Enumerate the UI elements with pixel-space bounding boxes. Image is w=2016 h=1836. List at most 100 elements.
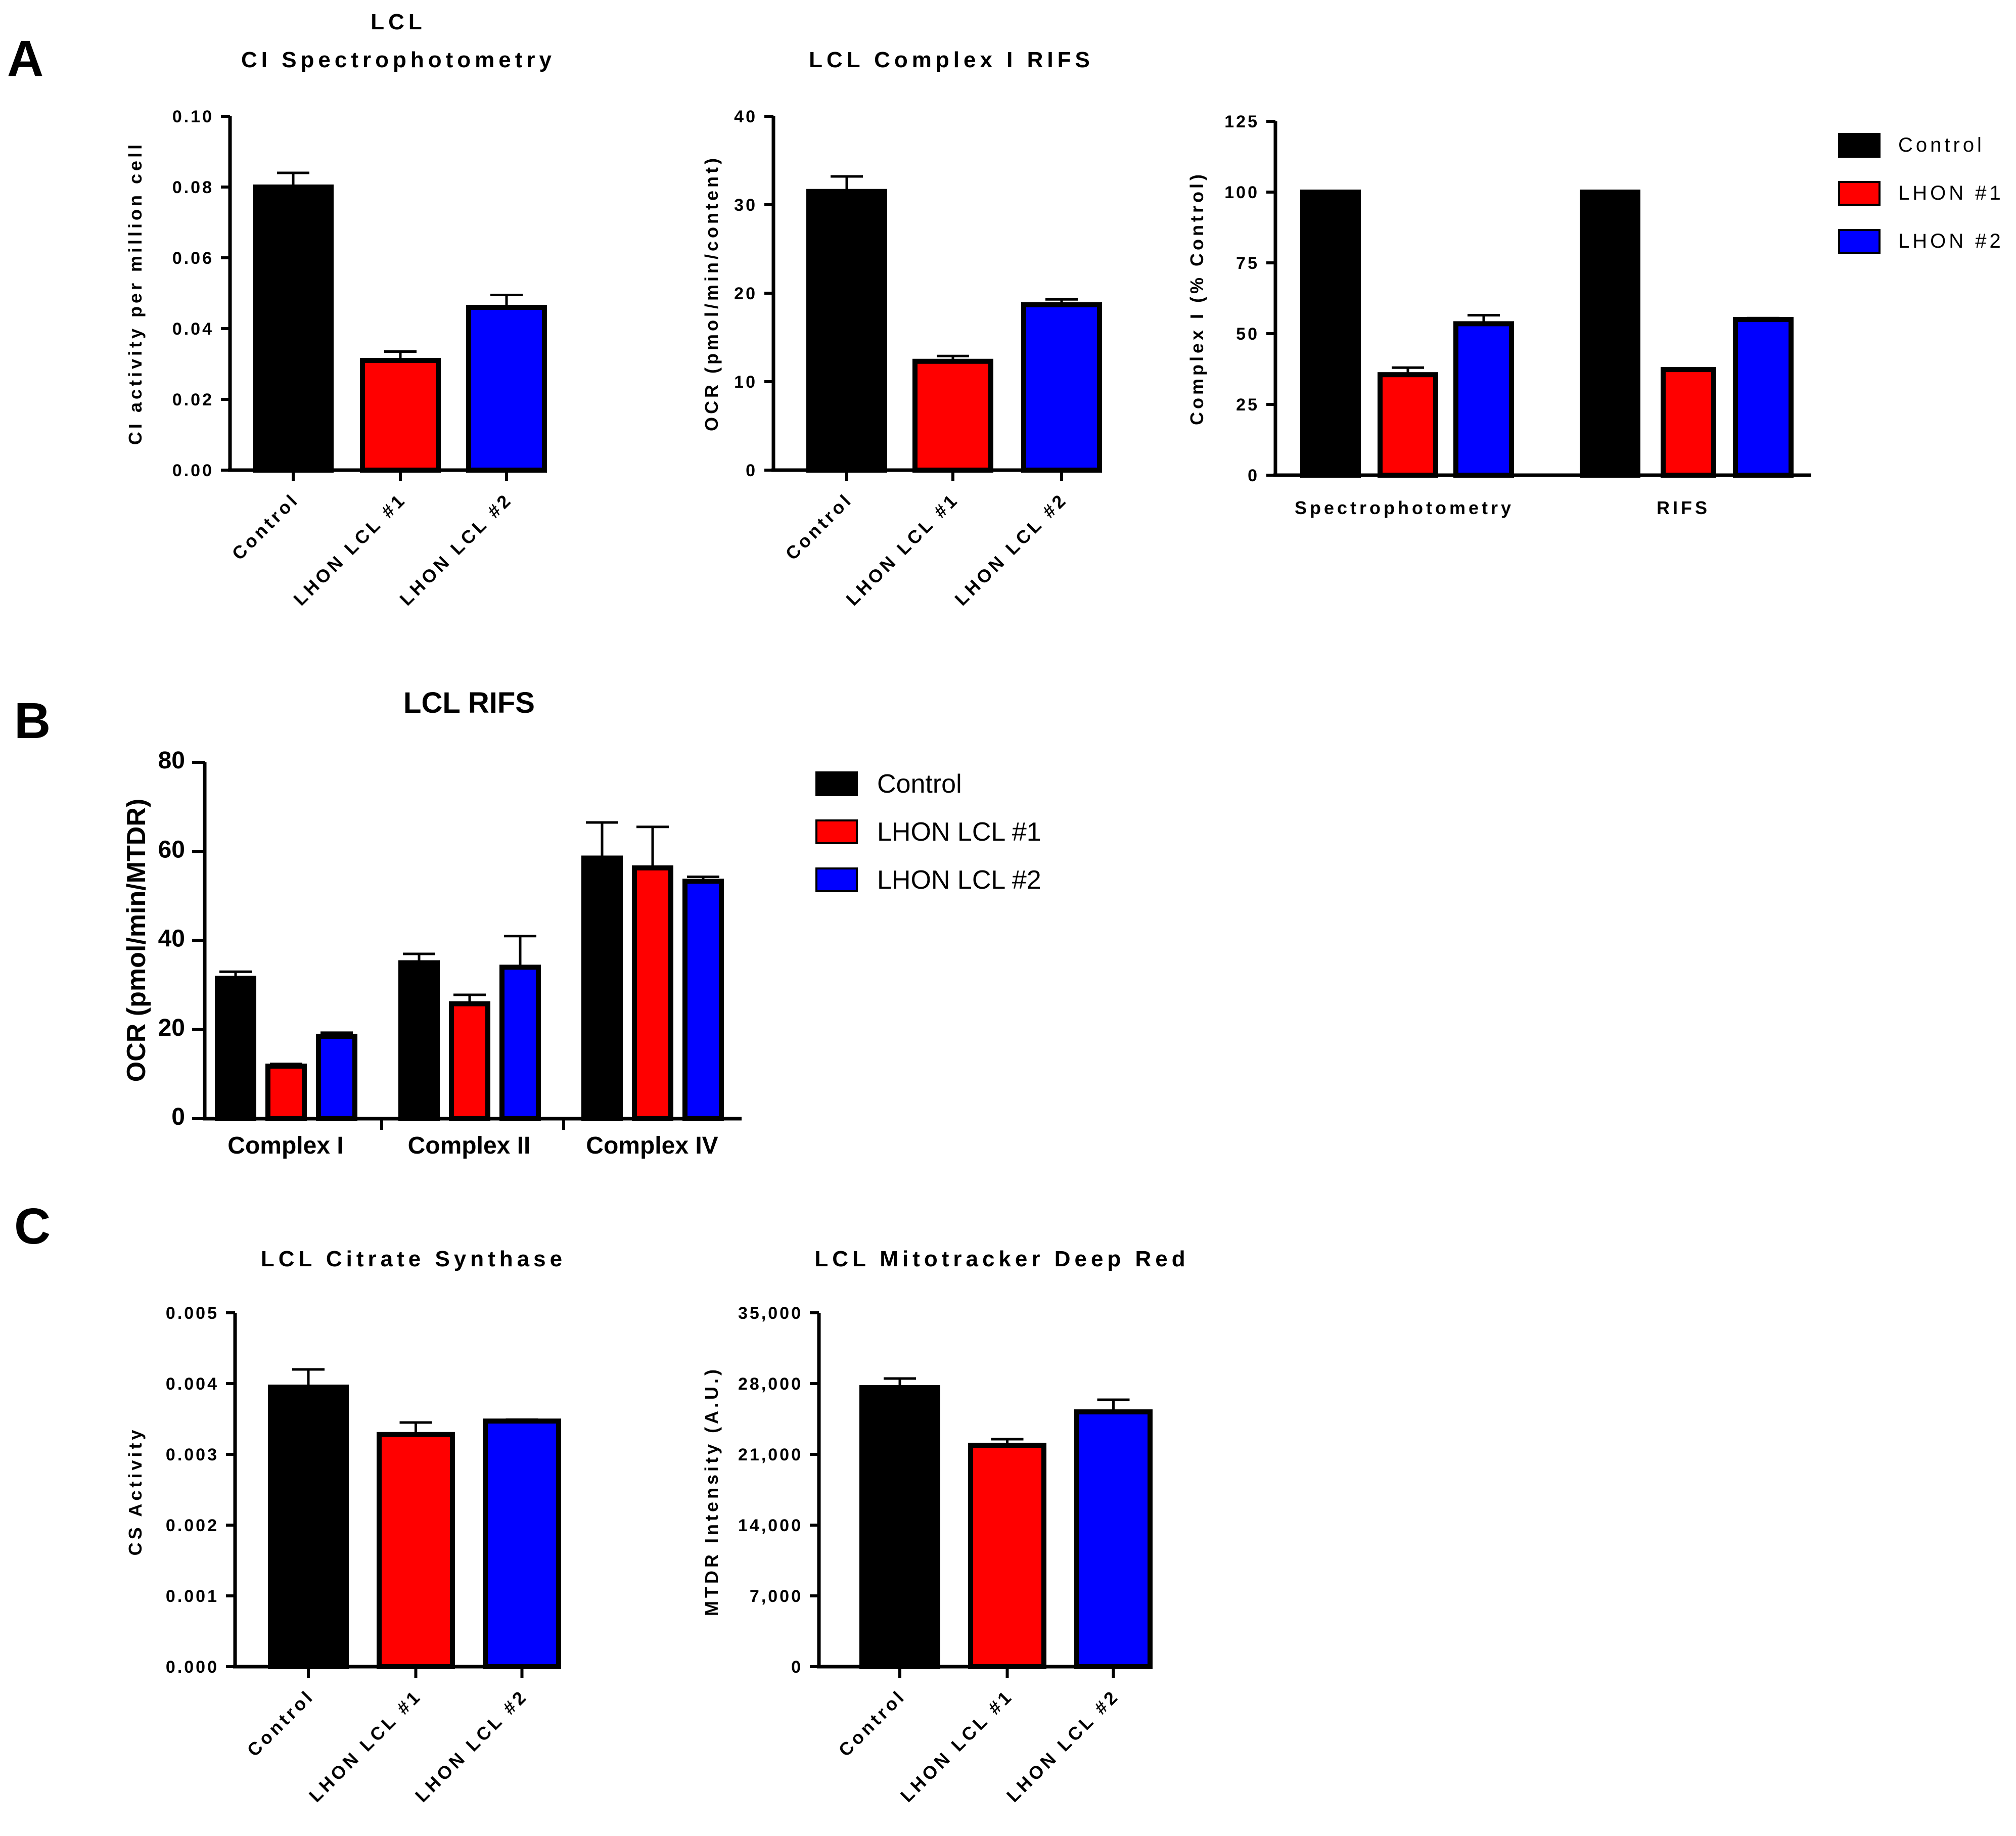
a3-bar-rifs-lhon-1 <box>1661 367 1716 478</box>
legend-entry-lhon-1: LHON #1 <box>1838 181 2004 206</box>
a3-y-tick-label: 50 <box>1236 325 1259 344</box>
b1-bar-complex-i-lhon-lcl-2 <box>316 1033 357 1121</box>
c1-bar-lhon-lcl-2 <box>483 1418 561 1669</box>
b1-y-tick-label: 0 <box>171 1104 185 1130</box>
legend-label-lhon-lcl-2: LHON LCL #2 <box>877 865 1041 895</box>
legend-swatch-control <box>815 771 858 796</box>
b1-y-tick-label: 60 <box>158 836 185 863</box>
legend-entry-lhon-lcl-2: LHON LCL #2 <box>815 865 1041 895</box>
legend-label-lhon-2: LHON #2 <box>1898 230 2004 252</box>
c2-y-tick-label: 28,000 <box>738 1374 803 1394</box>
a3-x-category-label: RIFS <box>1657 497 1710 518</box>
chart-c2-y-axis-label: MTDR Intensity (A.U.) <box>701 1366 722 1616</box>
chart-c1: LCL Citrate Synthase CS Activity 0.000 0.… <box>125 1247 566 1806</box>
c1-bar-lhon-lcl-1 <box>377 1432 455 1670</box>
a3-y-tick-label: 100 <box>1224 183 1259 202</box>
chart-c2-title: LCL Mitotracker Deep Red <box>814 1247 1189 1271</box>
legend-label-control: Control <box>1898 134 1985 156</box>
legend-entry-lhon-2: LHON #2 <box>1838 229 2004 254</box>
a2-y-tick-label: 20 <box>734 284 757 303</box>
b1-x-category-label: Complex IV <box>586 1132 718 1159</box>
a1-x-tick-label: Control <box>227 489 303 564</box>
chart-a2: LCL Complex I RIFS OCR (pmol/min/content… <box>701 48 1102 610</box>
a2-bar-control <box>806 189 887 473</box>
a1-y-tick-label: 0.04 <box>172 319 214 339</box>
a3-x-category-label: Spectrophotometry <box>1295 497 1514 518</box>
c1-y-tick-label: 0.003 <box>166 1445 219 1464</box>
b1-y-tick-label: 80 <box>158 747 185 774</box>
b1-bar-complex-ii-lhon-lcl-1 <box>449 1001 490 1121</box>
c2-y-tick-label: 35,000 <box>738 1304 803 1323</box>
a2-y-tick-label: 10 <box>734 373 757 392</box>
chart-b1-title: LCL RIFS <box>403 686 535 719</box>
a2-x-tick-label: LHON LCL #1 <box>842 489 963 610</box>
a3-y-tick-label: 25 <box>1236 395 1259 415</box>
legend-label-lhon-1: LHON #1 <box>1898 182 2004 204</box>
legend-entry-lhon-lcl-1: LHON LCL #1 <box>815 817 1041 847</box>
c2-x-tick-label: LHON LCL #2 <box>1002 1685 1123 1806</box>
c1-y-tick-label: 0.004 <box>166 1374 219 1394</box>
c1-x-tick-label: LHON LCL #2 <box>411 1685 532 1806</box>
c2-x-tick-label: LHON LCL #1 <box>896 1685 1017 1806</box>
a1-y-tick-label: 0.10 <box>172 107 214 126</box>
a2-x-tick-label: LHON LCL #2 <box>950 489 1071 610</box>
a1-x-tick-label: LHON LCL #2 <box>395 489 516 610</box>
a3-y-tick-label: 75 <box>1236 254 1259 273</box>
chart-c1-y-axis-label: CS Activity <box>125 1427 146 1556</box>
c1-x-tick-label: LHON LCL #1 <box>305 1685 426 1806</box>
a2-y-tick-label: 40 <box>734 107 757 126</box>
panel-label-c: C <box>14 1198 51 1255</box>
chart-a1-y-axis-label: CI activity per million cell <box>125 142 146 445</box>
chart-c1-title: LCL Citrate Synthase <box>261 1247 566 1271</box>
chart-b1-plot: 0 20 40 60 80 Complex I Complex II Complex IV <box>158 747 742 1159</box>
a3-bar-rifs-lhon-2 <box>1733 317 1794 478</box>
legend-swatch-control <box>1838 133 1881 158</box>
chart-a2-title: LCL Complex I RIFS <box>809 48 1094 72</box>
legend-entry-control: Control <box>1838 133 1985 158</box>
a2-y-tick-label: 0 <box>746 461 757 480</box>
legend-swatch-lhon-1 <box>1838 181 1881 206</box>
a2-bar-lhon-lcl-2 <box>1021 302 1102 473</box>
chart-a1-title-line1: LCL <box>371 10 426 34</box>
c1-y-tick-label: 0.000 <box>166 1658 219 1677</box>
chart-a1-title-line2: CI Spectrophotometry <box>241 48 556 72</box>
b1-x-category-label: Complex II <box>408 1132 531 1159</box>
c2-bar-lhon-lcl-2 <box>1074 1409 1153 1669</box>
c1-x-tick-label: Control <box>243 1685 318 1761</box>
a1-y-tick-label: 0.00 <box>172 461 214 480</box>
panel-label-b: B <box>14 693 51 749</box>
a2-bar-lhon-lcl-1 <box>912 358 993 473</box>
b1-y-tick-label: 20 <box>158 1015 185 1041</box>
a3-y-tick-label: 0 <box>1248 466 1259 485</box>
b1-bar-complex-iv-control <box>581 855 623 1121</box>
chart-a3: Complex I (% Control) 0 25 50 75 100 125 Spect… <box>1186 112 2004 518</box>
c2-y-tick-label: 0 <box>791 1658 803 1677</box>
a2-x-tick-label: Control <box>781 489 856 564</box>
chart-a3-y-axis-label: Complex I (% Control) <box>1186 171 1207 425</box>
chart-c2-plot: 07,00014,00021,00028,00035,000ControlLHO… <box>738 1304 1153 1806</box>
c2-bar-control <box>859 1385 940 1669</box>
legend-swatch-lhon-lcl-2 <box>815 867 858 892</box>
c1-y-tick-label: 0.001 <box>166 1587 219 1606</box>
a1-bar-lhon-lcl-1 <box>360 358 441 473</box>
b1-bar-complex-ii-control <box>398 960 440 1121</box>
c2-x-tick-label: Control <box>834 1685 909 1761</box>
chart-a3-legend: Control LHON #1 LHON #2 <box>1838 133 2004 254</box>
b1-bar-complex-i-lhon-lcl-1 <box>265 1064 307 1121</box>
b1-bar-complex-iv-lhon-lcl-2 <box>682 879 724 1121</box>
chart-c1-plot: 0.0000.0010.0020.0030.0040.005ControlLHO… <box>166 1304 561 1806</box>
a2-y-tick-label: 30 <box>734 196 757 215</box>
b1-y-tick-label: 40 <box>158 926 185 952</box>
chart-b1: LCL RIFS OCR (pmol/min/MTDR) 0 20 40 60 80 Co… <box>122 686 1041 1159</box>
a1-bar-control <box>253 185 334 473</box>
c1-y-tick-label: 0.005 <box>166 1304 219 1323</box>
c1-bar-control <box>268 1385 349 1669</box>
c2-bar-lhon-lcl-1 <box>968 1443 1046 1669</box>
chart-b1-y-axis-label: OCR (pmol/min/MTDR) <box>122 799 151 1082</box>
a1-y-tick-label: 0.06 <box>172 249 214 268</box>
b1-bar-complex-ii-lhon-lcl-2 <box>499 965 541 1121</box>
legend-label-lhon-lcl-1: LHON LCL #1 <box>877 817 1041 847</box>
a3-bar-spectrophotometry-lhon-2 <box>1453 321 1514 478</box>
